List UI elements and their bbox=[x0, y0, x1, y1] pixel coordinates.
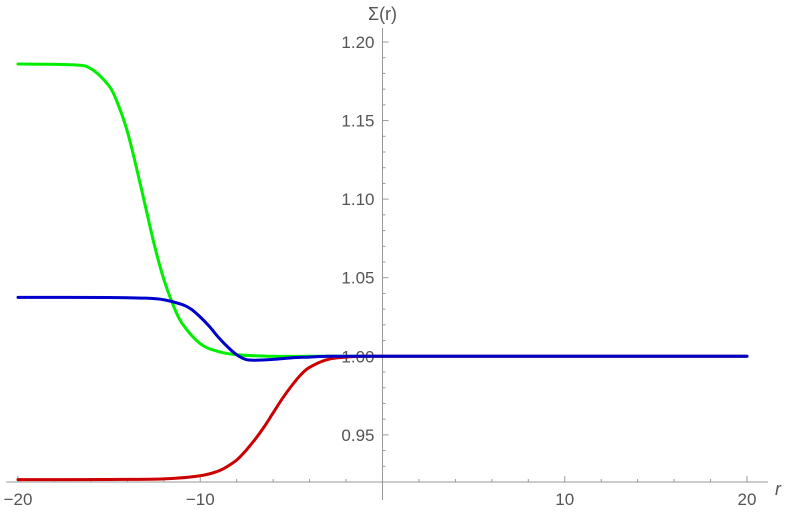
y-axis-title: Σ(r) bbox=[368, 4, 397, 24]
blue-series-line bbox=[16, 295, 749, 362]
y-tick-label: 1.05 bbox=[341, 269, 374, 288]
x-tick-label: −20 bbox=[4, 490, 33, 509]
x-tick-label: −10 bbox=[186, 490, 215, 509]
x-tick-label: 10 bbox=[555, 490, 574, 509]
minor-ticks bbox=[53, 57, 712, 483]
y-tick-label: 1.20 bbox=[341, 33, 374, 52]
x-axis-title: r bbox=[775, 479, 782, 499]
axes bbox=[6, 28, 768, 500]
y-tick-label: 0.95 bbox=[341, 426, 374, 445]
x-tick-label: 20 bbox=[738, 490, 757, 509]
y-tick-label: 1.10 bbox=[341, 190, 374, 209]
series-lines bbox=[16, 62, 749, 482]
y-tick-label: 1.15 bbox=[341, 112, 374, 131]
